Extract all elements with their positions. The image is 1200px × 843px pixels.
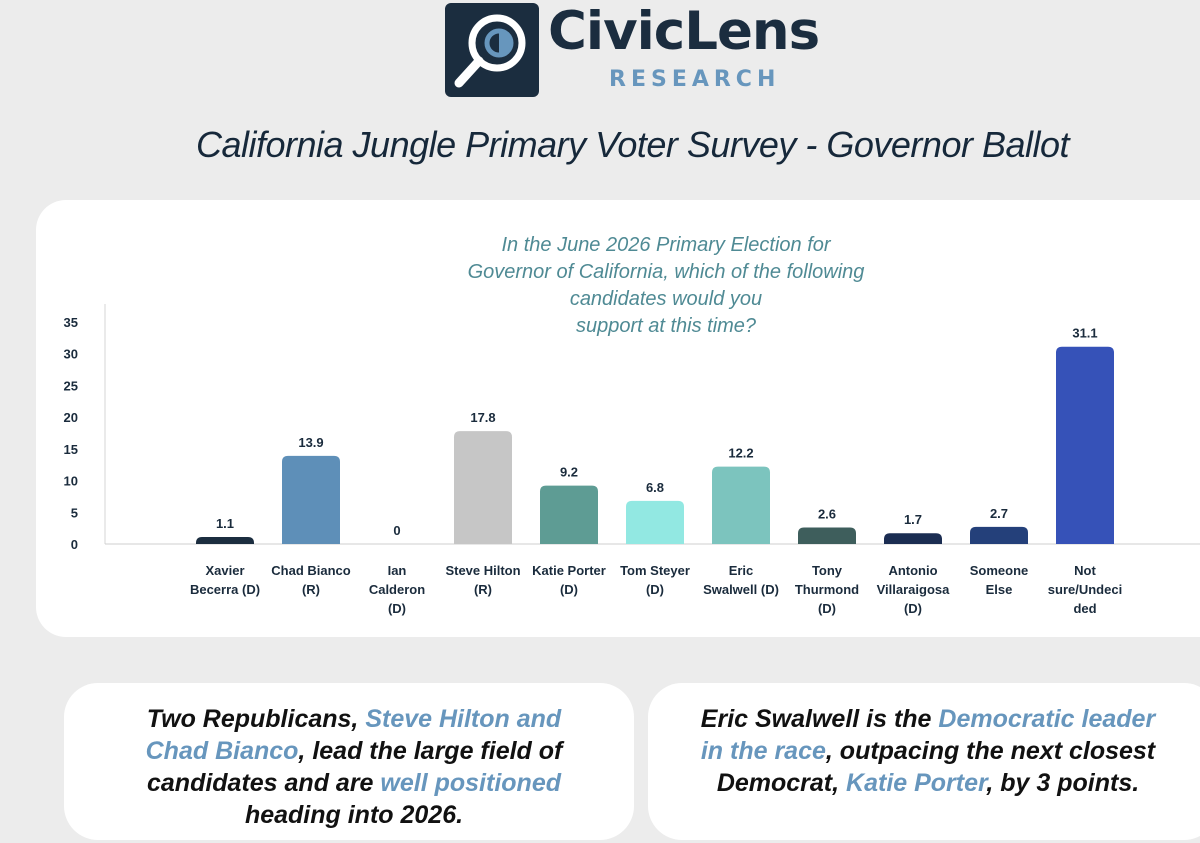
callout-left-text-2: , lead the large field of candidates and…	[146, 737, 563, 797]
bar-0	[196, 537, 254, 544]
y-tick-label-3: 15	[64, 442, 78, 457]
category-label-7-0: Tony	[812, 563, 843, 578]
data-label-4: 9.2	[560, 465, 578, 480]
callout-right-text-3: , by 3 points.	[986, 769, 1140, 797]
data-label-10: 31.1	[1072, 326, 1097, 341]
category-label-6-1: Swalwell (D)	[703, 582, 779, 597]
data-label-9: 2.7	[990, 506, 1008, 521]
category-label-0-0: Xavier	[205, 563, 244, 578]
category-label-8-0: Antonio	[888, 563, 937, 578]
bar-1	[282, 455, 340, 544]
category-label-7-1: Thurmond	[795, 582, 859, 597]
y-tick-label-5: 25	[64, 378, 78, 393]
category-label-7-2: (D)	[818, 601, 836, 616]
category-label-9-1: Else	[986, 582, 1013, 597]
bar-3	[454, 431, 512, 544]
y-tick-label-0: 0	[71, 537, 78, 552]
bar-4	[540, 485, 598, 544]
bar-10	[1056, 346, 1114, 544]
callout-right-text-2: , outpacing the next closest Democrat,	[716, 737, 1156, 797]
category-label-5-0: Tom Steyer	[620, 563, 690, 578]
category-label-10-1: sure/Undeci	[1048, 582, 1122, 597]
category-label-10-0: Not	[1074, 563, 1096, 578]
category-label-2-2: (D)	[388, 601, 406, 616]
callout-republicans: Two Republicans, Steve Hilton and Chad B…	[64, 683, 634, 840]
data-label-0: 1.1	[216, 516, 234, 531]
magnifier-icon	[445, 3, 539, 97]
callout-left-highlight-2: well positioned	[380, 769, 561, 797]
brand-subtitle: RESEARCH	[609, 67, 781, 92]
callout-democrats: Eric Swalwell is the Democratic leader i…	[648, 683, 1200, 840]
category-label-10-2: ded	[1073, 601, 1096, 616]
data-label-7: 2.6	[818, 507, 836, 522]
y-tick-label-2: 10	[64, 474, 78, 489]
y-tick-label-4: 20	[64, 410, 78, 425]
category-label-6-0: Eric	[729, 563, 754, 578]
y-tick-label-6: 30	[64, 347, 78, 362]
question-line-1: In the June 2026 Primary Election for	[501, 234, 831, 256]
data-label-3: 17.8	[470, 410, 495, 425]
category-label-3-0: Steve Hilton	[445, 563, 520, 578]
bar-chart: 0 5 10 15 20 25 30 35 1.1 Xavier Becerra (D) 13.9 Ch…	[64, 304, 1200, 616]
callout-left-highlight-1: Steve Hilton and Chad Bianco	[145, 705, 562, 765]
category-label-2-1: Calderon	[369, 582, 425, 597]
bar-8	[884, 533, 942, 544]
question-line-2: Governor of California, which of the fol…	[467, 261, 865, 283]
data-label-8: 1.7	[904, 512, 922, 527]
category-label-4-1: (D)	[560, 582, 578, 597]
category-label-9-0: Someone	[970, 563, 1029, 578]
data-label-2: 0	[393, 523, 400, 538]
bar-9	[970, 526, 1028, 544]
bar-7	[798, 527, 856, 544]
category-label-8-1: Villaraigosa	[877, 582, 951, 597]
category-label-4-0: Katie Porter	[532, 563, 606, 578]
question-line-3: candidates would you	[569, 288, 763, 310]
category-label-8-2: (D)	[904, 601, 922, 616]
callout-left-text-3: heading into 2026.	[244, 801, 464, 829]
callout-right-highlight-1: Democratic leader in the race	[700, 705, 1156, 765]
category-label-5-1: (D)	[646, 582, 664, 597]
category-label-1-0: Chad Bianco	[271, 563, 351, 578]
callout-left-text-1: Two Republicans,	[146, 705, 366, 733]
callout-right-highlight-2: Katie Porter	[846, 769, 987, 797]
y-tick-label-1: 5	[71, 505, 78, 520]
brand-name: CivicLens	[548, 1, 820, 62]
category-label-1-1: (R)	[302, 582, 320, 597]
bar-5	[626, 500, 684, 544]
data-label-1: 13.9	[298, 435, 323, 450]
civiclens-logo: CivicLens RESEARCH	[445, 1, 825, 98]
category-label-3-1: (R)	[474, 582, 492, 597]
y-tick-label-7: 35	[64, 315, 78, 330]
chart-card: In the June 2026 Primary Election for Go…	[36, 200, 1200, 637]
category-label-2-0: Ian	[388, 563, 407, 578]
page-title: California Jungle Primary Voter Survey -…	[195, 124, 1070, 165]
question-line-4: support at this time?	[575, 315, 757, 337]
data-label-5: 6.8	[646, 480, 664, 495]
bar-6	[712, 466, 770, 544]
category-label-0-1: Becerra (D)	[190, 582, 260, 597]
data-label-6: 12.2	[728, 446, 753, 461]
callout-right-text-1: Eric Swalwell is the	[700, 705, 939, 733]
